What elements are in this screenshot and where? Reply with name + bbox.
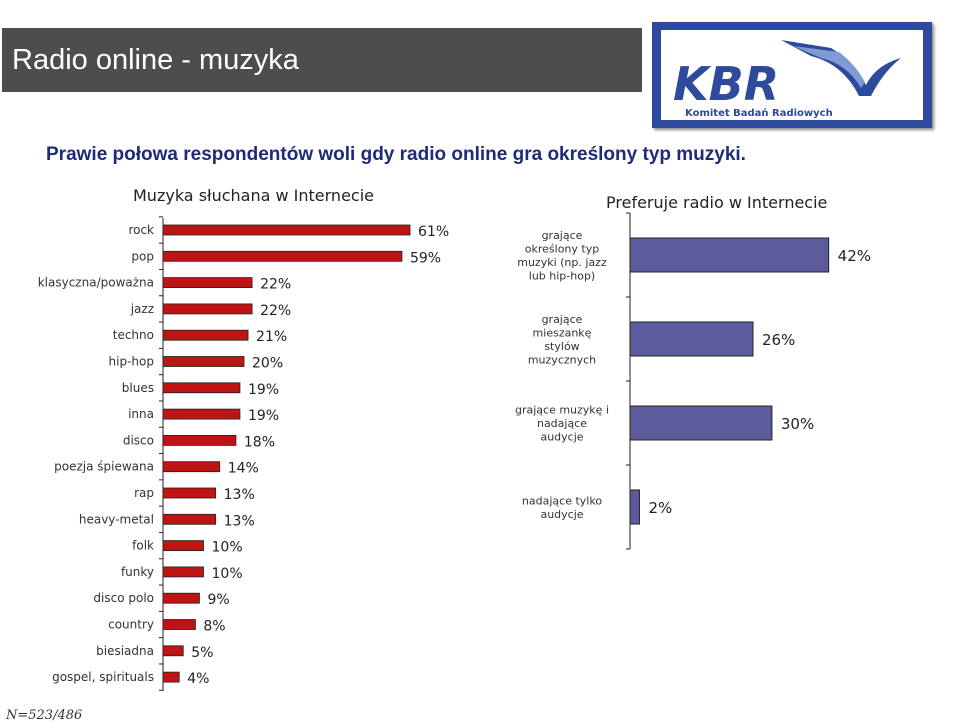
value-label: 22% — [260, 303, 291, 319]
value-label: 13% — [224, 487, 255, 503]
bar — [162, 329, 249, 341]
category-label: country — [108, 618, 154, 632]
value-label: 10% — [212, 540, 243, 556]
category-label: pop — [131, 249, 154, 263]
right-chart: grające określony typ muzyki (np. jazz lub … — [515, 212, 871, 550]
category-label-line: audycje — [540, 508, 583, 521]
sample-size-note: N=523/486 — [6, 708, 83, 723]
value-label: 20% — [252, 356, 283, 372]
headline: Prawie połowa respondentów woli gdy radi… — [46, 144, 746, 165]
category-label: gospel, spirituals — [52, 670, 154, 684]
logo-panel: KBR Komitet Badań Radiowych — [661, 30, 923, 120]
value-label: 14% — [228, 461, 259, 477]
left-chart-title: Muzyka słuchana w Internecie — [133, 186, 374, 205]
bar — [162, 434, 237, 446]
page-title: Radio online - muzyka — [12, 44, 299, 76]
category-label-line: grające muzykę i — [515, 404, 609, 417]
category-label-line: muzyki (np. jazz — [517, 256, 607, 269]
value-label: 18% — [244, 434, 275, 450]
category-label-line: określony typ — [525, 242, 599, 255]
bar — [162, 645, 184, 657]
category-label-line: nadające tylko — [522, 494, 602, 507]
logo-swoosh-icon — [781, 40, 901, 96]
category-label: heavy-metal — [79, 512, 154, 526]
category-label: jazz — [130, 302, 154, 316]
bar — [162, 224, 411, 236]
category-label: inna — [128, 407, 154, 421]
bar — [162, 592, 200, 604]
category-label: folk — [132, 539, 154, 553]
bar — [162, 250, 403, 262]
bar — [629, 237, 830, 273]
bar — [162, 540, 204, 552]
bar — [162, 277, 253, 288]
value-label: 19% — [248, 408, 279, 424]
category-label: grające mieszankę stylów muzycznych — [528, 313, 596, 367]
bar — [162, 408, 241, 420]
left-chart: rock 61% pop 59% klasyczna/poważna 22% jazz 22%… — [38, 216, 449, 692]
category-label: klasyczna/poważna — [38, 276, 154, 290]
bar — [162, 461, 221, 473]
value-label: 30% — [781, 415, 814, 433]
category-label: blues — [122, 381, 154, 395]
category-label: nadające tylko audycje — [522, 494, 602, 521]
value-label: 4% — [187, 671, 209, 687]
value-label: 13% — [224, 513, 255, 529]
bar — [162, 566, 204, 578]
right-chart-title: Preferuje radio w Internecie — [606, 193, 828, 212]
value-label: 21% — [256, 329, 287, 345]
category-label: poezja śpiewana — [54, 460, 154, 474]
category-label: grające określony typ muzyki (np. jazz lub … — [517, 229, 607, 283]
value-label: 42% — [838, 247, 871, 265]
category-label: techno — [113, 328, 154, 342]
kbr-logo: KBR Komitet Badań Radiowych — [652, 22, 932, 128]
value-label: 59% — [410, 250, 441, 266]
bar — [162, 671, 180, 683]
category-label-line: grające — [542, 313, 583, 326]
logo-text: KBR — [673, 57, 779, 111]
value-label: 8% — [203, 619, 225, 635]
bar — [162, 382, 241, 394]
category-label-line: stylów — [544, 340, 579, 353]
bar — [629, 405, 773, 441]
value-label: 26% — [762, 331, 795, 349]
category-label: biesiadna — [96, 644, 154, 658]
value-label: 9% — [207, 592, 229, 608]
category-label: disco polo — [93, 591, 154, 605]
bar — [162, 619, 196, 630]
category-label: funky — [121, 565, 154, 579]
bar — [629, 321, 754, 357]
title-bar — [2, 28, 642, 92]
category-label-line: mieszankę — [533, 326, 592, 339]
bar — [629, 489, 640, 525]
category-label-line: lub hip-hop) — [529, 269, 595, 282]
logo-swoosh-accent-icon — [793, 46, 865, 88]
category-label: rap — [134, 486, 154, 500]
value-label: 61% — [418, 224, 449, 240]
category-label: hip-hop — [109, 355, 154, 369]
value-label: 5% — [191, 645, 213, 661]
category-label: disco — [123, 433, 154, 447]
bar — [162, 487, 217, 499]
value-label: 2% — [648, 499, 672, 517]
category-label-line: muzycznych — [528, 353, 596, 366]
category-label-line: grające — [542, 229, 583, 242]
bar — [162, 513, 217, 525]
value-label: 10% — [212, 566, 243, 582]
category-label: rock — [128, 223, 154, 237]
category-label-line: nadające — [537, 417, 587, 430]
category-label: grające muzykę i nadające audycje — [515, 404, 609, 444]
logo-subtitle: Komitet Badań Radiowych — [685, 107, 833, 119]
bar — [162, 303, 253, 315]
category-label-line: audycje — [540, 431, 583, 444]
bar — [162, 356, 245, 367]
value-label: 22% — [260, 277, 291, 293]
logo-graphic: KBR Komitet Badań Radiowych — [673, 40, 901, 119]
value-label: 19% — [248, 382, 279, 398]
